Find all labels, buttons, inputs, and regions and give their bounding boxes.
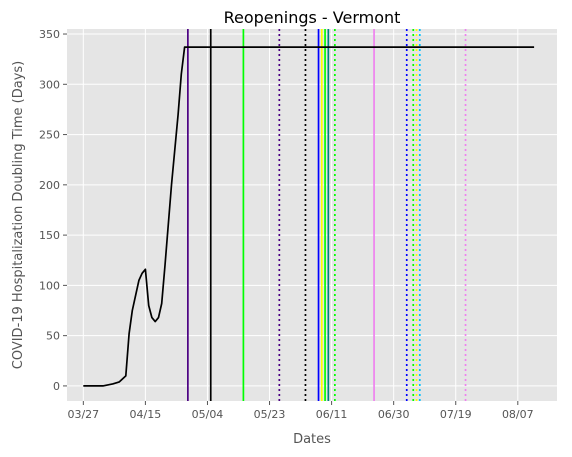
x-tick-label: 04/15 bbox=[130, 408, 162, 421]
x-tick-label: 07/19 bbox=[440, 408, 472, 421]
x-tick-label: 05/23 bbox=[254, 408, 286, 421]
y-tick-label: 200 bbox=[39, 179, 60, 192]
y-tick-label: 300 bbox=[39, 78, 60, 91]
x-tick-label: 06/11 bbox=[316, 408, 348, 421]
y-axis-label: COVID-19 Hospitalization Doubling Time (… bbox=[11, 61, 26, 370]
y-axis: 0 50 100 150 200 250 300 350 bbox=[39, 28, 67, 393]
x-axis-label: Dates bbox=[293, 432, 331, 447]
x-tick-label: 08/07 bbox=[502, 408, 534, 421]
x-tick-label: 05/04 bbox=[192, 408, 224, 421]
chart-title: Reopenings - Vermont bbox=[224, 8, 401, 27]
y-tick-label: 0 bbox=[53, 380, 60, 393]
plot-area bbox=[67, 29, 557, 401]
y-tick-label: 150 bbox=[39, 229, 60, 242]
y-tick-label: 250 bbox=[39, 129, 60, 142]
x-tick-label: 06/30 bbox=[378, 408, 410, 421]
y-tick-label: 100 bbox=[39, 279, 60, 292]
x-axis: 03/27 04/15 05/04 05/23 06/11 06/30 07/19 08/07 bbox=[67, 401, 533, 421]
x-tick-label: 03/27 bbox=[67, 408, 99, 421]
y-tick-label: 50 bbox=[46, 330, 60, 343]
y-tick-label: 350 bbox=[39, 28, 60, 41]
